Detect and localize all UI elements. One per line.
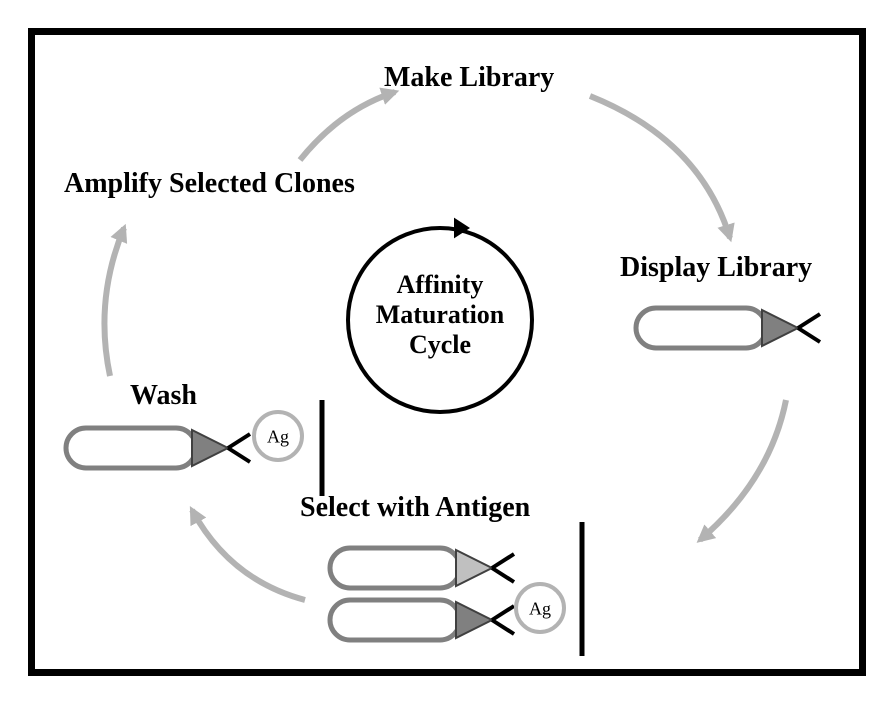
phage-arm — [492, 620, 514, 634]
phage-arm — [492, 568, 514, 582]
phage-arm — [798, 328, 820, 342]
phage-body — [66, 428, 196, 468]
illustrations-layer: Ag Ag — [0, 0, 894, 704]
phage-arm — [228, 448, 250, 462]
phage-cone — [192, 430, 228, 466]
phage-cone — [456, 550, 492, 586]
phage-body — [330, 548, 460, 588]
phage-arm — [228, 434, 250, 448]
phage-cone — [762, 310, 798, 346]
antigen-label: Ag — [267, 426, 289, 446]
phage-body — [330, 600, 460, 640]
phage-cone — [456, 602, 492, 638]
antigen-label: Ag — [529, 598, 551, 618]
phage-body — [636, 308, 766, 348]
phage-arm — [492, 554, 514, 568]
phage-arm — [492, 606, 514, 620]
phage-arm — [798, 314, 820, 328]
diagram-canvas: Affinity Maturation Cycle Make Library D… — [0, 0, 894, 704]
